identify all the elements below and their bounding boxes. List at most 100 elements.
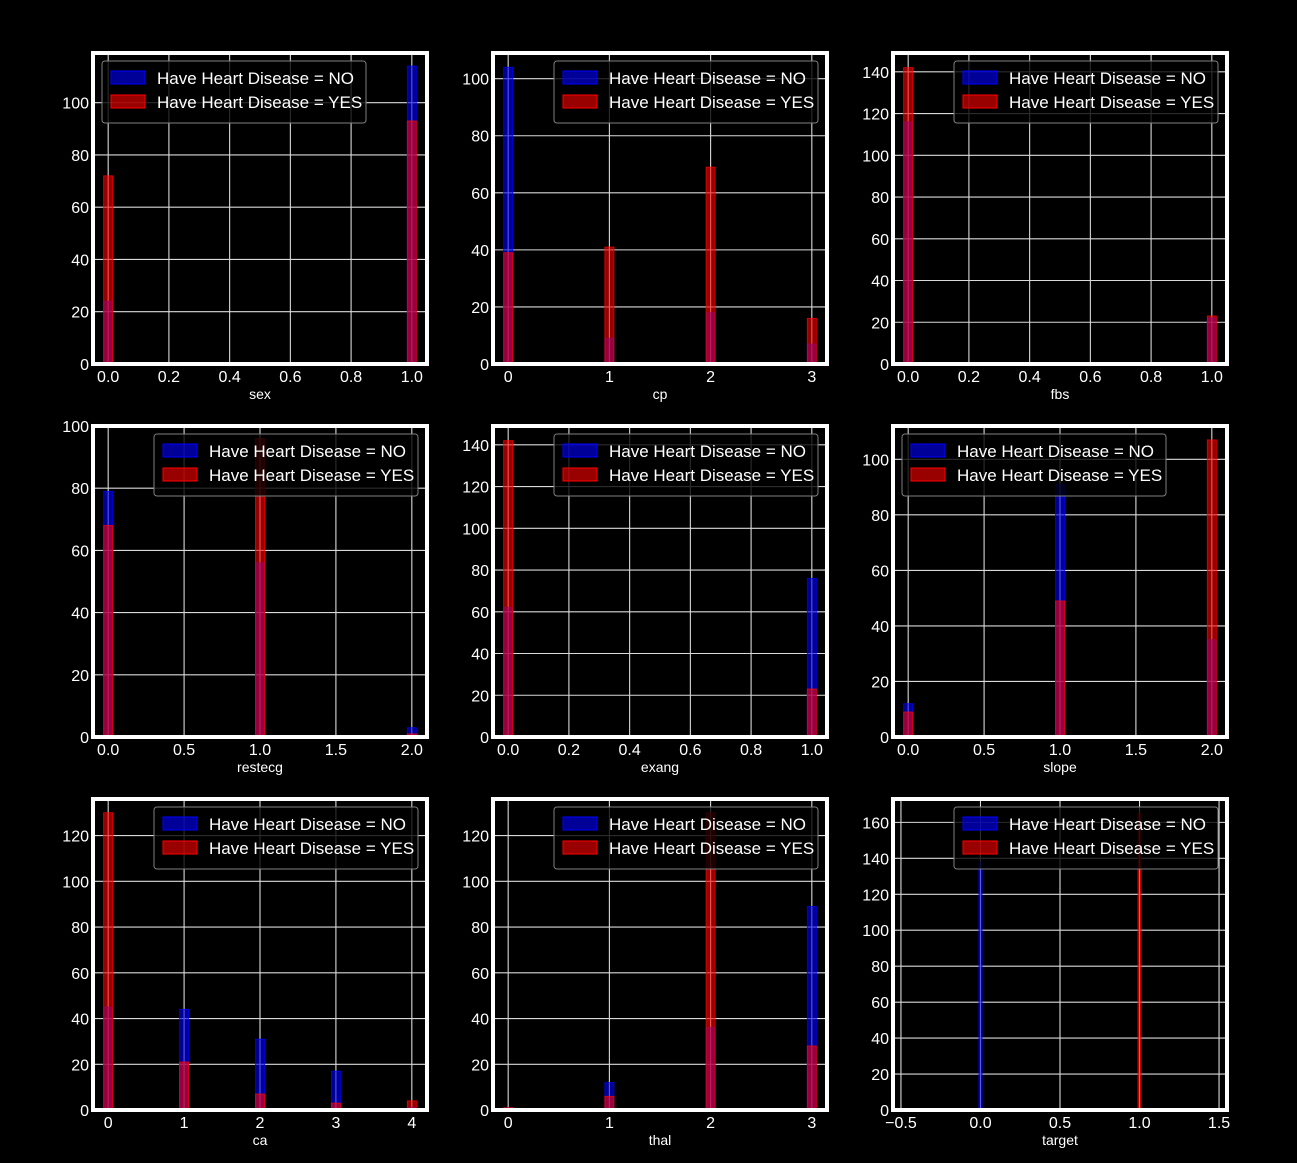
y-tick-label: 20 bbox=[871, 315, 889, 332]
bar-yes-cp-0 bbox=[503, 252, 514, 365]
legend: Have Heart Disease = NO Have Heart Diseas… bbox=[553, 60, 819, 124]
y-tick-label: 80 bbox=[71, 920, 89, 937]
legend: Have Heart Disease = NO Have Heart Diseas… bbox=[553, 433, 819, 497]
y-tick-label: 80 bbox=[471, 129, 489, 146]
x-axis-label: slope bbox=[1043, 759, 1077, 775]
y-tick-label: 20 bbox=[871, 1067, 889, 1084]
x-tick-label: 0.4 bbox=[619, 742, 641, 759]
y-tick-label: 80 bbox=[871, 959, 889, 976]
y-tick-label: 0 bbox=[80, 1103, 89, 1120]
legend: Have Heart Disease = NO Have Heart Diseas… bbox=[553, 806, 819, 870]
legend-swatch-yes bbox=[962, 94, 998, 109]
chart-sex: 0.0 0.2 0.4 0.6 0.8 1.0 0 20 40 60 80 100 sex Have He… bbox=[62, 51, 429, 402]
bar-yes-slope-2 bbox=[1206, 439, 1217, 738]
legend-box bbox=[553, 60, 819, 124]
legend: Have Heart Disease = NO Have Heart Diseas… bbox=[953, 806, 1219, 870]
y-tick-label: 140 bbox=[462, 438, 489, 455]
x-tick-label: 0.8 bbox=[340, 369, 362, 386]
x-tick-label: 0.4 bbox=[219, 369, 241, 386]
x-tick-label: 1.5 bbox=[1208, 1115, 1230, 1132]
y-tick-label: 0 bbox=[480, 730, 489, 747]
y-tick-label: 100 bbox=[62, 874, 89, 891]
legend-swatch-yes bbox=[562, 467, 598, 482]
x-tick-label: 0.0 bbox=[97, 369, 119, 386]
legend-box bbox=[953, 60, 1219, 124]
bar-no-target-0 bbox=[978, 861, 983, 1111]
x-tick-label: 0.4 bbox=[1019, 369, 1041, 386]
x-tick-label: 0.6 bbox=[1079, 369, 1101, 386]
y-tick-label: 60 bbox=[871, 563, 889, 580]
legend-label-yes: Have Heart Disease = YES bbox=[609, 839, 814, 858]
legend-swatch-no bbox=[110, 70, 146, 85]
x-tick-label: 2 bbox=[256, 1115, 265, 1132]
chart-slope: 0.0 0.5 1.0 1.5 2.0 0 20 40 60 80 100 slope Have Hea… bbox=[862, 424, 1229, 775]
y-tick-label: 0 bbox=[80, 357, 89, 374]
y-tick-label: 100 bbox=[462, 521, 489, 538]
legend-label-no: Have Heart Disease = NO bbox=[1009, 69, 1206, 88]
x-axis-label: fbs bbox=[1051, 386, 1070, 402]
x-tick-label: 1.0 bbox=[1201, 369, 1223, 386]
x-tick-label: 0.0 bbox=[97, 742, 119, 759]
y-tick-label: 20 bbox=[471, 300, 489, 317]
legend-label-no: Have Heart Disease = NO bbox=[609, 815, 806, 834]
x-axis-label: target bbox=[1042, 1132, 1078, 1148]
x-tick-label: 0 bbox=[104, 1115, 113, 1132]
y-tick-label: 120 bbox=[62, 829, 89, 846]
legend-swatch-yes bbox=[162, 840, 198, 855]
chart-fbs: 0.0 0.2 0.4 0.6 0.8 1.0 0 20 40 60 80 100 120 140 fbs H… bbox=[862, 51, 1229, 402]
bar-yes-cp-1 bbox=[604, 246, 615, 365]
x-axis-label: ca bbox=[253, 1132, 268, 1148]
x-tick-label: 0.2 bbox=[958, 369, 980, 386]
bar-yes-ca-0 bbox=[103, 812, 114, 1111]
y-tick-label: 0 bbox=[80, 730, 89, 747]
legend: Have Heart Disease = NO Have Heart Diseas… bbox=[953, 60, 1219, 124]
x-tick-label: 0.6 bbox=[679, 742, 701, 759]
x-tick-label: 0.0 bbox=[497, 742, 519, 759]
legend-swatch-yes bbox=[562, 94, 598, 109]
y-tick-label: 60 bbox=[471, 966, 489, 983]
legend-box bbox=[953, 806, 1219, 870]
y-tick-label: 160 bbox=[862, 815, 889, 832]
legend-label-yes: Have Heart Disease = YES bbox=[609, 93, 814, 112]
legend-swatch-yes bbox=[962, 840, 998, 855]
x-tick-label: 1.0 bbox=[249, 742, 271, 759]
legend-label-no: Have Heart Disease = NO bbox=[209, 442, 406, 461]
legend-box bbox=[153, 433, 419, 497]
legend: Have Heart Disease = NO Have Heart Diseas… bbox=[901, 433, 1167, 497]
bar-yes-thal-1 bbox=[604, 1095, 615, 1111]
y-tick-label: 40 bbox=[71, 252, 89, 269]
legend-label-yes: Have Heart Disease = YES bbox=[1009, 839, 1214, 858]
y-tick-label: 20 bbox=[71, 305, 89, 322]
y-tick-label: 0 bbox=[880, 1103, 889, 1120]
y-tick-label: 60 bbox=[871, 232, 889, 249]
y-tick-label: 120 bbox=[462, 480, 489, 497]
legend-label-yes: Have Heart Disease = YES bbox=[209, 839, 414, 858]
bar-yes-ca-1 bbox=[179, 1061, 190, 1111]
legend-label-yes: Have Heart Disease = YES bbox=[1009, 93, 1214, 112]
x-tick-label: 3 bbox=[331, 1115, 340, 1132]
y-tick-label: 80 bbox=[871, 508, 889, 525]
plot-frame bbox=[91, 797, 429, 1112]
y-tick-label: 80 bbox=[471, 563, 489, 580]
y-tick-label: 100 bbox=[62, 419, 89, 436]
y-tick-label: 100 bbox=[62, 96, 89, 113]
x-tick-label: 2.0 bbox=[401, 742, 423, 759]
y-tick-label: 0 bbox=[880, 357, 889, 374]
plot-frame bbox=[91, 424, 429, 739]
legend-swatch-yes bbox=[910, 467, 946, 482]
y-tick-label: 80 bbox=[71, 148, 89, 165]
legend-label-yes: Have Heart Disease = YES bbox=[209, 466, 414, 485]
bar-yes-restecg-0 bbox=[103, 525, 114, 738]
x-axis-label: restecg bbox=[237, 759, 283, 775]
y-tick-label: 80 bbox=[471, 920, 489, 937]
y-tick-label: 40 bbox=[871, 274, 889, 291]
y-tick-label: 100 bbox=[462, 72, 489, 89]
legend-label-no: Have Heart Disease = NO bbox=[209, 815, 406, 834]
y-tick-label: 80 bbox=[71, 481, 89, 498]
legend-swatch-yes bbox=[162, 467, 198, 482]
x-tick-label: 0.5 bbox=[173, 742, 195, 759]
legend-swatch-no bbox=[562, 70, 598, 85]
y-tick-label: 60 bbox=[71, 200, 89, 217]
x-tick-label: 2.0 bbox=[1201, 742, 1223, 759]
y-tick-label: 20 bbox=[71, 1057, 89, 1074]
